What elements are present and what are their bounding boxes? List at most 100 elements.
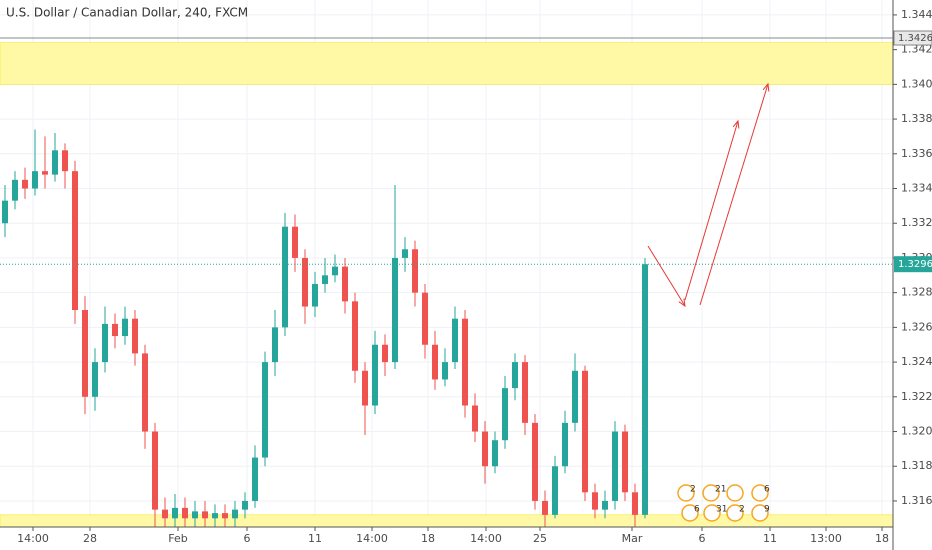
candle-body (192, 511, 198, 519)
candle-body (612, 431, 618, 501)
candle-body (372, 344, 378, 406)
y-tick-label: 1.31800 (901, 459, 932, 472)
candle-body (32, 171, 38, 189)
candle-body (162, 509, 168, 519)
candle-body (182, 507, 188, 519)
zone (0, 42, 893, 85)
candle-body (522, 362, 528, 423)
y-tick-label: 1.32400 (901, 355, 932, 368)
candle-body (442, 362, 448, 380)
candle-body (412, 249, 418, 293)
x-tick-label: 6 (244, 532, 251, 545)
candle-body (102, 323, 108, 363)
event-count: 6 (764, 485, 770, 495)
candle-body (262, 362, 268, 458)
event-icon (703, 504, 721, 522)
x-tick-label: Mar (622, 532, 643, 545)
candle-body (622, 431, 628, 493)
y-tick-label: 1.33200 (901, 216, 932, 229)
candle-body (392, 257, 398, 363)
y-tick-label: 1.32600 (901, 320, 932, 333)
x-tick-label: 18 (875, 532, 889, 545)
candle-body (382, 344, 388, 363)
y-tick-label: 1.34200 (901, 43, 932, 56)
x-tick-label: 13:00 (810, 532, 842, 545)
y-tick-label: 1.34000 (901, 77, 932, 90)
candle-body (472, 405, 478, 432)
candle-body (72, 171, 78, 311)
x-tick-label: 11 (308, 532, 322, 545)
candle-body (242, 500, 248, 510)
candle-body (592, 492, 598, 510)
event-icon (702, 484, 720, 502)
candle-body (452, 318, 458, 363)
candle-body (492, 440, 498, 467)
candle-body (222, 513, 228, 519)
reference-price-label: 1.34267 (898, 33, 932, 44)
zones (0, 42, 893, 527)
candle-body (62, 150, 68, 172)
last-price-box (894, 256, 932, 273)
x-tick-label: 11 (763, 532, 777, 545)
candle-body (172, 507, 178, 519)
y-tick-label: 1.33400 (901, 182, 932, 195)
candles (0, 129, 893, 527)
x-tick-label: Feb (168, 532, 187, 545)
candle-body (202, 511, 208, 519)
candle-body (142, 353, 148, 432)
event-icon (726, 504, 744, 522)
x-tick-label: 14:00 (17, 532, 49, 545)
candle-body (232, 509, 238, 519)
x-tick-label: 14:00 (356, 532, 388, 545)
x-tick-label: 28 (83, 532, 97, 545)
candle-body (422, 292, 428, 345)
candle-body (292, 226, 298, 258)
candle-body (512, 362, 518, 389)
candle-body (212, 513, 218, 519)
y-tick-label: 1.31600 (901, 494, 932, 507)
candle-body (312, 283, 318, 307)
y-tick-label: 1.32200 (901, 390, 932, 403)
y-tick-label: 1.32800 (901, 286, 932, 299)
last-price-label: 1.32964 (898, 259, 932, 270)
candle-body (332, 266, 338, 276)
candle-body (502, 388, 508, 441)
candle-body (632, 492, 638, 515)
candle-body (252, 457, 258, 501)
candle-body (92, 362, 98, 397)
candle-body (642, 264, 648, 515)
event-count: 9 (764, 505, 770, 515)
event-icon (726, 484, 744, 502)
candle-body (322, 275, 328, 284)
reference-price-box (893, 30, 932, 46)
event-icons: 2 21 6 6 31 2 9 (677, 484, 770, 522)
event-icon (751, 484, 769, 502)
candle-body (42, 171, 48, 175)
event-icon (681, 504, 699, 522)
candle-body (272, 327, 278, 363)
y-tick-label: 1.32000 (901, 425, 932, 438)
candle-body (582, 370, 588, 493)
candle-body (482, 431, 488, 467)
y-tick-label: 1.34400 (901, 8, 932, 21)
x-tick-label: 25 (533, 532, 547, 545)
candle-body (432, 344, 438, 380)
candle-body (112, 323, 118, 337)
event-count: 6 (694, 505, 700, 515)
candle-body (82, 310, 88, 397)
event-count: 2 (739, 505, 745, 515)
event-icon (751, 504, 769, 522)
y-tick-label: 1.33800 (901, 112, 932, 125)
event-count: 31 (716, 505, 727, 515)
candle-body (22, 179, 28, 189)
candle-body (282, 226, 288, 328)
axes: 1.31600 1.31800 1.32000 1.32200 1.32400 1.326… (0, 8, 932, 545)
candle-body (122, 318, 128, 337)
candle-body (352, 301, 358, 371)
candle-body (532, 422, 538, 501)
candle-body (362, 370, 368, 406)
event-icon (677, 484, 695, 502)
candle-body (302, 257, 308, 307)
candle-body (552, 466, 558, 515)
